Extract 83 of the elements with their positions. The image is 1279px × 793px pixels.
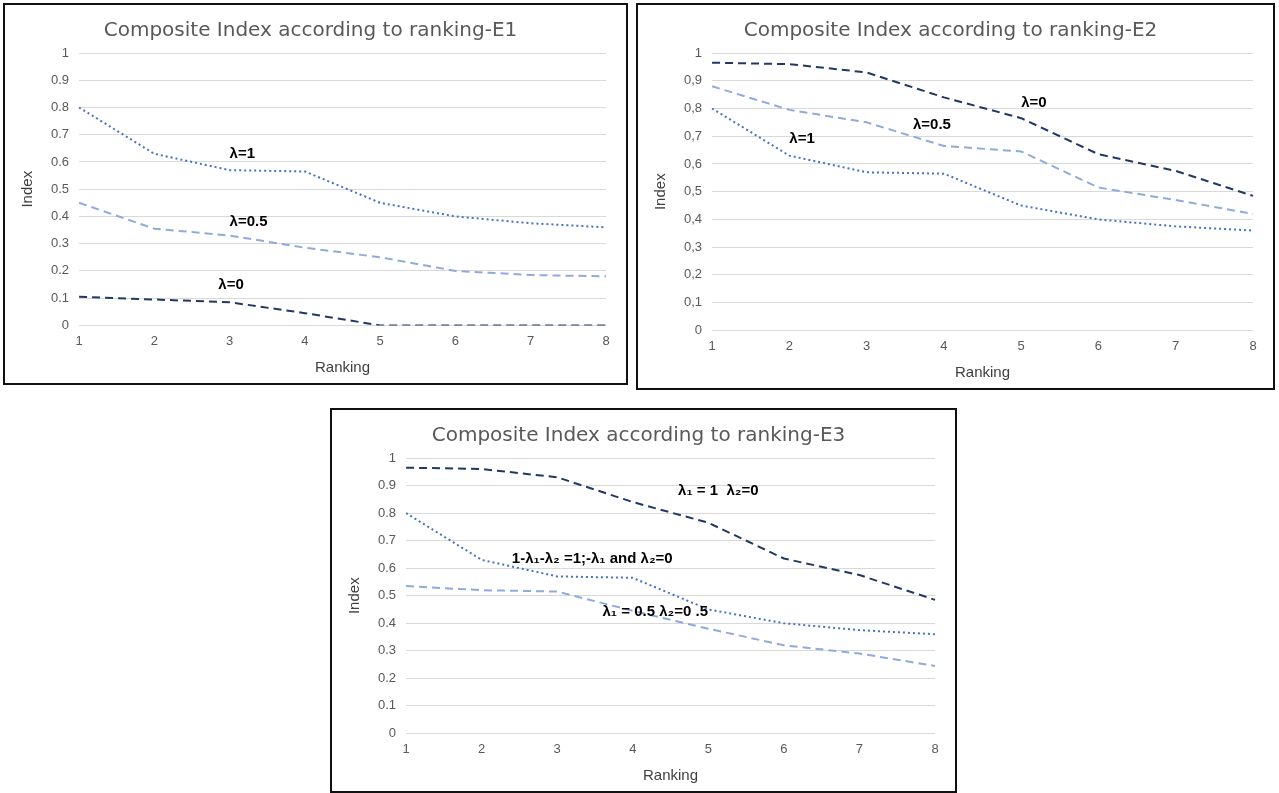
y-tick-label: 0.1 <box>50 289 70 305</box>
y-tick-label: 0.7 <box>50 126 70 142</box>
y-tick-label: 1 <box>388 449 397 465</box>
y-tick-label: 0.9 <box>50 71 70 87</box>
x-tick-label: 1 <box>402 740 410 756</box>
x-tick-label: 4 <box>301 332 309 348</box>
y-tick-label: 0.2 <box>50 262 70 278</box>
y-tick-label: 0.4 <box>50 208 70 224</box>
x-tick-label: 7 <box>1172 337 1180 353</box>
x-tick-label: 2 <box>478 740 486 756</box>
line-series <box>78 295 607 326</box>
x-tick-label: 1 <box>708 337 716 353</box>
x-tick-label: 4 <box>940 337 948 353</box>
y-tick-label: 0.5 <box>377 587 397 603</box>
x-tick-label: 1 <box>75 332 83 348</box>
x-tick-label: 2 <box>150 332 158 348</box>
line-series <box>711 107 1254 232</box>
x-tick-label: 8 <box>602 332 610 348</box>
x-tick-label: 6 <box>1094 337 1103 353</box>
series-label: λ₁ = 0.5 λ₂=0 .5 <box>602 602 708 620</box>
x-tick-label: 2 <box>785 337 793 353</box>
y-tick-label: 1 <box>694 44 703 60</box>
series-label: λ=0 <box>1021 93 1047 111</box>
x-tick-label: 3 <box>863 337 871 353</box>
y-tick-label: 1 <box>61 44 70 60</box>
y-tick-label: 0,8 <box>683 100 703 116</box>
x-tick-label: 5 <box>376 332 384 348</box>
x-tick-label: 6 <box>451 332 460 348</box>
chart-title: Composite Index according to ranking-E3 <box>431 422 846 447</box>
line-series <box>711 85 1254 215</box>
x-tick-label: 3 <box>553 740 561 756</box>
series-label: λ=0.5 <box>912 115 951 133</box>
y-tick-label: 0 <box>61 316 70 332</box>
y-tick-label: 0 <box>694 321 703 337</box>
chart-title: Composite Index according to ranking-E1 <box>103 17 518 42</box>
line-series <box>405 585 936 667</box>
x-tick-label: 8 <box>931 740 939 756</box>
x-axis-title: Ranking <box>315 358 371 376</box>
y-tick-label: 0.3 <box>377 642 397 658</box>
y-tick-label: 0.6 <box>377 559 397 575</box>
x-tick-label: 5 <box>704 740 712 756</box>
x-tick-label: 4 <box>629 740 637 756</box>
y-tick-label: 0.5 <box>50 180 70 196</box>
line-series <box>711 61 1254 197</box>
y-tick-label: 0,9 <box>683 72 703 88</box>
series-label: λ₁ = 1 λ₂=0 <box>678 481 759 499</box>
y-tick-label: 0 <box>388 724 397 740</box>
y-tick-label: 0,6 <box>683 155 703 171</box>
y-tick-label: 0.8 <box>50 99 70 115</box>
y-tick-label: 0.6 <box>50 153 70 169</box>
x-tick-label: 3 <box>226 332 234 348</box>
y-tick-label: 0,2 <box>683 266 703 282</box>
y-tick-label: 0,5 <box>683 183 703 199</box>
y-tick-label: 0.3 <box>50 235 70 251</box>
y-tick-label: 0.1 <box>377 697 397 713</box>
y-tick-label: 0,1 <box>683 294 703 310</box>
series-label: λ=0.5 <box>229 212 268 230</box>
line-series <box>78 201 607 278</box>
y-tick-label: 0.7 <box>377 532 397 548</box>
y-tick-label: 0,4 <box>683 211 703 227</box>
x-tick-label: 6 <box>780 740 788 756</box>
chart-title: Composite Index according to ranking-E2 <box>743 17 1158 42</box>
x-axis-title: Ranking <box>643 766 699 784</box>
y-tick-label: 0.8 <box>377 504 397 520</box>
x-axis-title: Ranking <box>955 363 1011 381</box>
x-tick-label: 7 <box>855 740 864 756</box>
series-label: 1-λ₁-λ₂ =1;-λ₁ and λ₂=0 <box>511 548 673 566</box>
y-tick-label: 0,7 <box>683 127 703 143</box>
y-tick-label: 0.2 <box>377 669 397 685</box>
y-axis-title: Index <box>651 172 669 211</box>
y-tick-label: 0.4 <box>377 614 397 630</box>
y-axis-title: Index <box>18 170 36 208</box>
series-label: λ=1 <box>229 143 256 161</box>
line-series <box>405 512 936 636</box>
line-series <box>405 466 936 601</box>
y-tick-label: 0.9 <box>377 477 397 493</box>
x-tick-label: 7 <box>527 332 535 348</box>
y-tick-label: 0,3 <box>683 238 703 254</box>
x-tick-label: 5 <box>1017 337 1025 353</box>
series-label: λ=0 <box>218 274 244 292</box>
y-axis-title: Index <box>345 576 363 615</box>
series-label: λ=1 <box>789 129 815 147</box>
x-tick-label: 8 <box>1249 337 1257 353</box>
